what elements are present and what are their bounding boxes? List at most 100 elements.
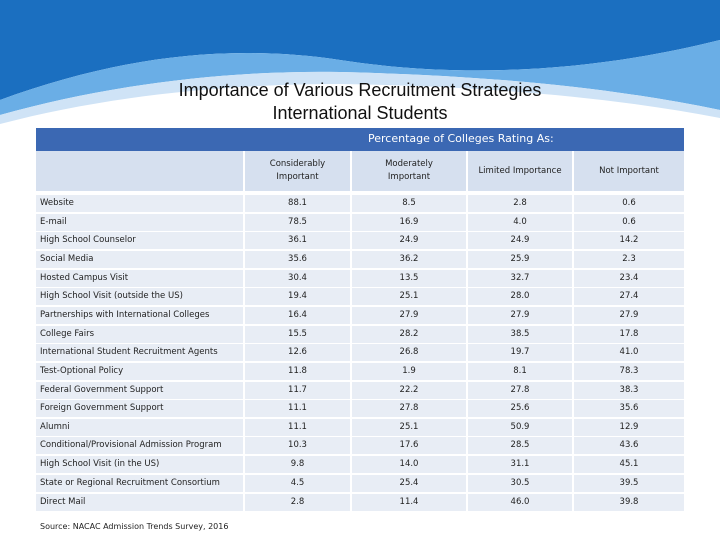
strategy-label: Conditional/Provisional Admission Progra… bbox=[40, 440, 222, 450]
table-cell: 2.3 bbox=[572, 251, 684, 268]
table-cell: 39.5 bbox=[572, 475, 684, 492]
strategy-label: Hosted Campus Visit bbox=[40, 273, 129, 283]
table-cell: 35.6 bbox=[243, 251, 350, 268]
column-header-text: Limited Importance bbox=[478, 165, 562, 176]
table-cell: 11.1 bbox=[243, 419, 350, 436]
column-header-text: Considerably Important bbox=[269, 159, 326, 182]
table-cell: 11.1 bbox=[243, 400, 350, 417]
table-cell: 22.2 bbox=[350, 382, 466, 399]
table-cell: 35.6 bbox=[572, 400, 684, 417]
strategy-label: Foreign Government Support bbox=[40, 403, 164, 413]
table-cell: 19.7 bbox=[466, 344, 572, 361]
table-cell: 8.5 bbox=[350, 195, 466, 212]
page-title-line-2: International Students bbox=[272, 103, 448, 123]
table-cell: 27.9 bbox=[466, 307, 572, 324]
table-row: Social Media 35.6 36.2 25.9 2.3 bbox=[36, 251, 684, 268]
table-cell: 0.6 bbox=[572, 195, 684, 212]
table-cell: 27.8 bbox=[350, 400, 466, 417]
table-row: E-mail 78.5 16.9 4.0 0.6 bbox=[36, 214, 684, 231]
table-cell: 27.4 bbox=[572, 288, 684, 305]
table-row: Alumni 11.1 25.1 50.9 12.9 bbox=[36, 419, 684, 436]
table-cell: 16.4 bbox=[243, 307, 350, 324]
table-cell: 8.1 bbox=[466, 363, 572, 380]
table-cell: 88.1 bbox=[243, 195, 350, 212]
table-cell: 39.8 bbox=[572, 494, 684, 511]
table-row: Hosted Campus Visit 30.4 13.5 32.7 23.4 bbox=[36, 270, 684, 287]
table-cell: 25.6 bbox=[466, 400, 572, 417]
column-header-3: Limited Importance bbox=[466, 151, 572, 191]
table-cell: 30.5 bbox=[466, 475, 572, 492]
strategy-label: Federal Government Support bbox=[40, 385, 164, 395]
table-cell: 26.8 bbox=[350, 344, 466, 361]
strategy-label: International Student Recruitment Agents bbox=[40, 347, 218, 357]
table-cell: 25.4 bbox=[350, 475, 466, 492]
table-cell: 2.8 bbox=[243, 494, 350, 511]
table-cell: 11.7 bbox=[243, 382, 350, 399]
table-cell: 36.2 bbox=[350, 251, 466, 268]
strategy-label: Alumni bbox=[40, 422, 70, 432]
table-row: College Fairs 15.5 28.2 38.5 17.8 bbox=[36, 326, 684, 343]
table-row: Partnerships with International Colleges… bbox=[36, 307, 684, 324]
strategy-label: Test-Optional Policy bbox=[40, 366, 124, 376]
strategy-label: High School Visit (in the US) bbox=[40, 459, 160, 469]
table-cell: 45.1 bbox=[572, 456, 684, 473]
table-cell: 0.6 bbox=[572, 214, 684, 231]
group-header-label: Percentage of Colleges Rating As: bbox=[368, 132, 554, 145]
strategy-label: High School Counselor bbox=[40, 235, 136, 245]
strategy-label: E-mail bbox=[40, 217, 67, 227]
table-cell: 28.5 bbox=[466, 437, 572, 454]
table-cell: 17.6 bbox=[350, 437, 466, 454]
table-row: High School Visit (outside the US) 19.4 25… bbox=[36, 288, 684, 305]
table-row: High School Counselor 36.1 24.9 24.9 14.2 bbox=[36, 232, 684, 249]
table-cell: 25.1 bbox=[350, 419, 466, 436]
table-cell: 50.9 bbox=[466, 419, 572, 436]
table-cell: 4.5 bbox=[243, 475, 350, 492]
table-cell: 11.8 bbox=[243, 363, 350, 380]
table-cell: 38.5 bbox=[466, 326, 572, 343]
table-cell: 24.9 bbox=[466, 232, 572, 249]
table-cell: 41.0 bbox=[572, 344, 684, 361]
table-row: State or Regional Recruitment Consortium… bbox=[36, 475, 684, 492]
table-row: High School Visit (in the US) 9.8 14.0 31.1… bbox=[36, 456, 684, 473]
strategy-column-header bbox=[36, 151, 243, 191]
table-cell: 46.0 bbox=[466, 494, 572, 511]
column-header-text: Moderately Important bbox=[385, 159, 433, 182]
table-cell: 27.9 bbox=[572, 307, 684, 324]
table-cell: 13.5 bbox=[350, 270, 466, 287]
table-cell: 23.4 bbox=[572, 270, 684, 287]
table-cell: 4.0 bbox=[466, 214, 572, 231]
table-cell: 11.4 bbox=[350, 494, 466, 511]
strategy-label: Website bbox=[40, 198, 74, 208]
table-cell: 25.1 bbox=[350, 288, 466, 305]
table-cell: 9.8 bbox=[243, 456, 350, 473]
table-cell: 30.4 bbox=[243, 270, 350, 287]
table-cell: 24.9 bbox=[350, 232, 466, 249]
table-cell: 10.3 bbox=[243, 437, 350, 454]
table-row: Conditional/Provisional Admission Progra… bbox=[36, 437, 684, 454]
table-cell: 31.1 bbox=[466, 456, 572, 473]
strategy-label: Social Media bbox=[40, 254, 94, 264]
table-row: Foreign Government Support 11.1 27.8 25.6 35… bbox=[36, 400, 684, 417]
table-row: Test-Optional Policy 11.8 1.9 8.1 78.3 bbox=[36, 363, 684, 380]
table-cell: 2.8 bbox=[466, 195, 572, 212]
column-header-4: Not Important bbox=[572, 151, 684, 191]
table-cell: 17.8 bbox=[572, 326, 684, 343]
column-header-1: Considerably Important bbox=[243, 151, 350, 191]
table-cell: 78.5 bbox=[243, 214, 350, 231]
header-wave-graphic bbox=[0, 0, 720, 124]
table-cell: 12.9 bbox=[572, 419, 684, 436]
table-cell: 36.1 bbox=[243, 232, 350, 249]
table-cell: 12.6 bbox=[243, 344, 350, 361]
column-header-text: Not Important bbox=[599, 165, 659, 176]
strategy-label: Partnerships with International Colleges bbox=[40, 310, 210, 320]
page-title-line-1: Importance of Various Recruitment Strate… bbox=[178, 80, 542, 100]
table-cell: 1.9 bbox=[350, 363, 466, 380]
strategy-label: College Fairs bbox=[40, 329, 95, 339]
table-cell: 43.6 bbox=[572, 437, 684, 454]
strategy-label: High School Visit (outside the US) bbox=[40, 291, 183, 301]
table-cell: 19.4 bbox=[243, 288, 350, 305]
table-row: Federal Government Support 11.7 22.2 27.8 38… bbox=[36, 382, 684, 399]
source-note: Source: NACAC Admission Trends Survey, 2… bbox=[40, 522, 229, 531]
table-cell: 32.7 bbox=[466, 270, 572, 287]
table-cell: 25.9 bbox=[466, 251, 572, 268]
